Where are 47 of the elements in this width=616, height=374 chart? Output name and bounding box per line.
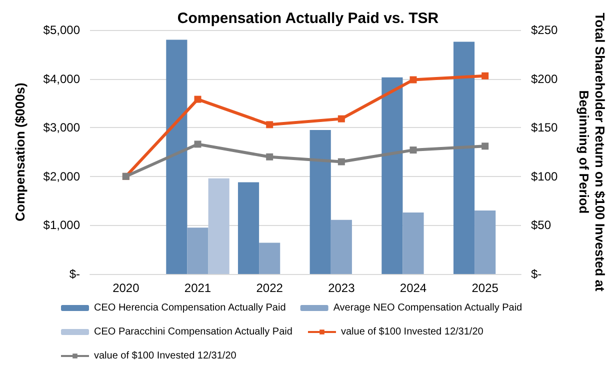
y-tick-label: $2,000 — [43, 169, 80, 184]
point — [482, 142, 489, 150]
bar — [330, 220, 352, 274]
bar — [453, 42, 475, 274]
bar — [166, 40, 188, 274]
bar — [402, 212, 424, 274]
point — [194, 96, 202, 103]
bar — [208, 178, 230, 274]
x-tick-label: 2024 — [400, 281, 427, 295]
point — [410, 76, 417, 84]
y-tick-label: $1,000 — [43, 218, 80, 232]
x-tick-label: 2020 — [112, 281, 140, 295]
y-tick-label: $- — [69, 267, 80, 281]
legend-label: value of $100 Invested 12/31/20 — [340, 326, 484, 338]
legend-label: CEO Paracchini Compensation Actually Paid — [94, 326, 292, 338]
bar — [310, 130, 331, 274]
bar — [238, 182, 260, 274]
y2-axis-title: Total Shareholder Return on $100 Invested at Beginning of Period — [576, 12, 608, 292]
y2-tick-label: $100 — [531, 169, 558, 184]
y-tick-label: $4,000 — [43, 72, 80, 86]
point — [338, 158, 345, 166]
point — [482, 72, 489, 80]
point — [194, 140, 202, 148]
point — [266, 121, 274, 128]
chart-title: Compensation Actually Paid vs. TSR — [177, 10, 439, 27]
bar — [259, 242, 280, 274]
y-tick-label: $3,000 — [43, 120, 80, 135]
legend-label: Average NEO Compensation Actually Paid — [333, 302, 522, 314]
x-tick-label: 2025 — [472, 281, 499, 295]
bar — [187, 228, 208, 274]
y2-tick-label: $- — [531, 267, 542, 281]
legend-label: value of $100 Invested 12/31/20 — [94, 350, 237, 362]
point — [410, 146, 417, 154]
y-axis-title: Compensation ($000s) — [12, 82, 28, 222]
bar — [382, 77, 403, 274]
y2-tick-label: $150 — [531, 120, 558, 135]
y-tick-label: $5,000 — [43, 23, 80, 37]
y2-tick-label: $50 — [531, 218, 552, 232]
y2-tick-label: $200 — [531, 72, 558, 86]
x-tick-label: 2022 — [256, 281, 284, 295]
point — [338, 115, 345, 122]
y2-tick-label: $250 — [531, 23, 558, 37]
point — [266, 153, 274, 160]
bar — [474, 210, 496, 274]
legend-label: CEO Herencia Compensation Actually Paid — [94, 302, 286, 314]
x-tick-label: 2021 — [184, 281, 212, 295]
x-tick-label: 2023 — [328, 281, 356, 295]
